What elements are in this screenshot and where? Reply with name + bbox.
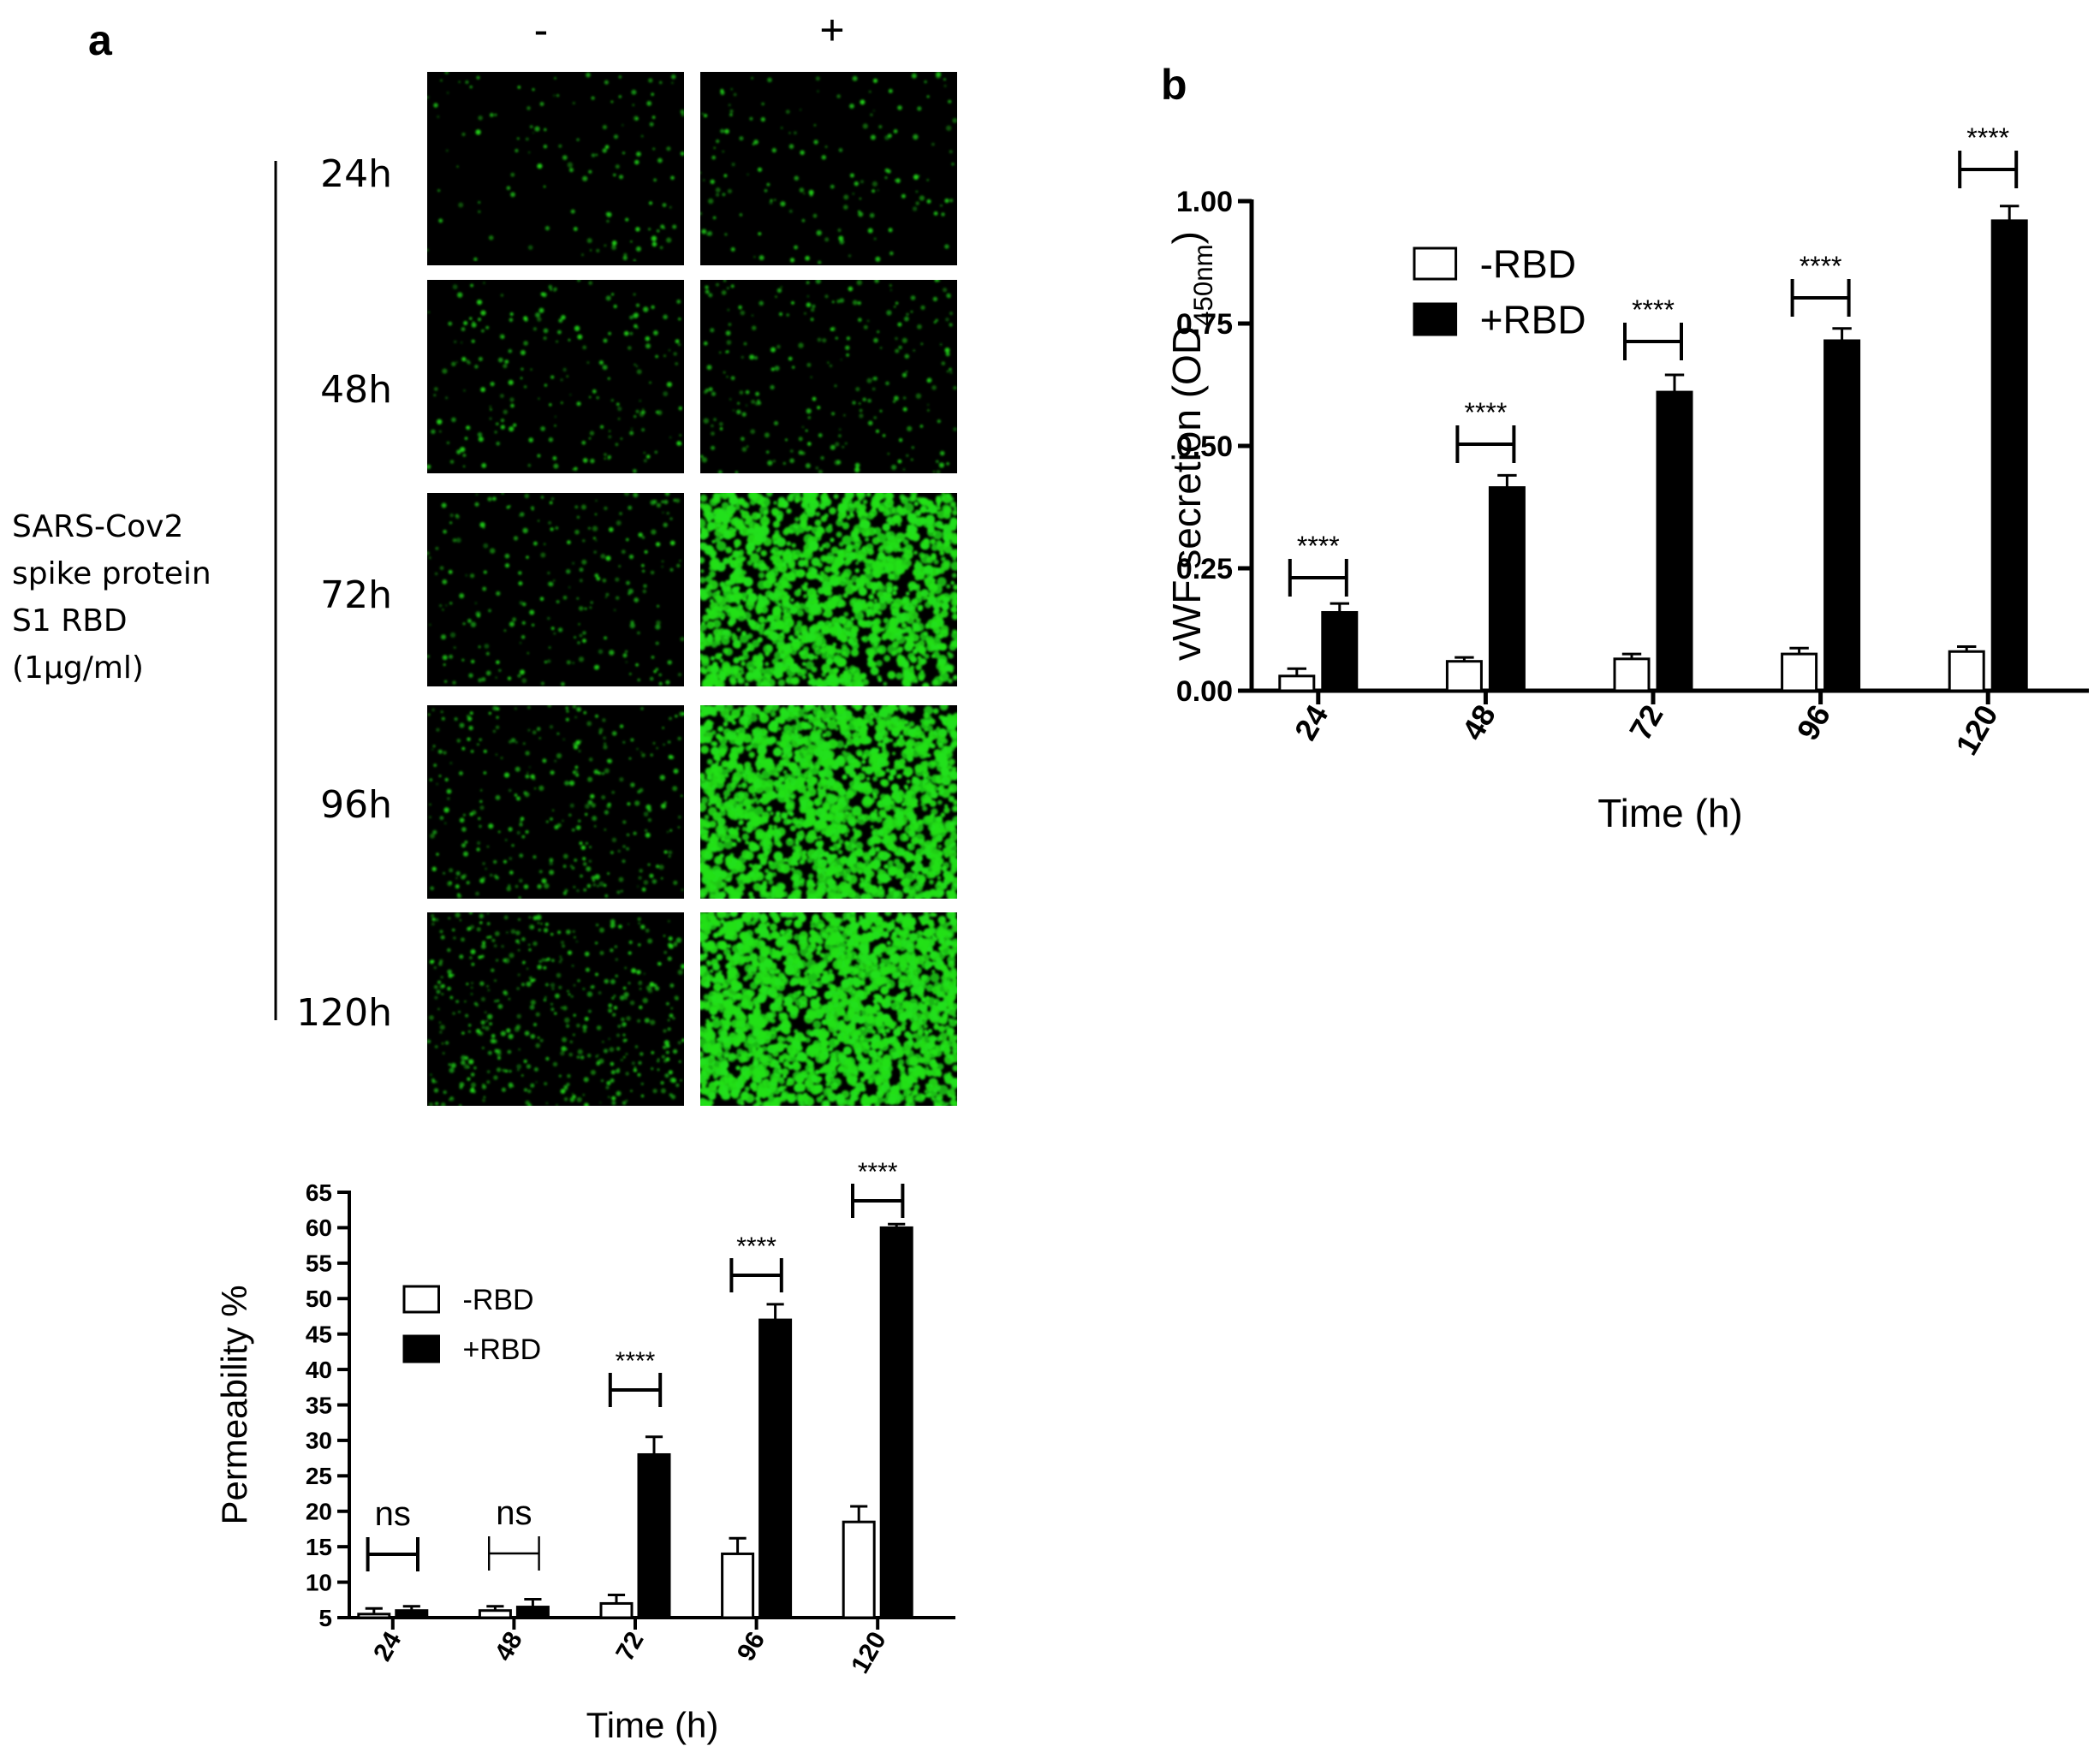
legend-label-minus-rbd: -RBD bbox=[1480, 242, 1576, 287]
y-tick-label: 55 bbox=[306, 1250, 332, 1277]
vwf-chart: 0.00 0.25 0.50 0.75 1.00 vWF secretion (OD450… bbox=[1164, 122, 2089, 835]
bar-plus-rbd bbox=[1321, 610, 1359, 692]
y-tick-label: 65 bbox=[306, 1179, 332, 1206]
image-tile-plus bbox=[700, 705, 957, 899]
significance-label: **** bbox=[736, 1232, 776, 1261]
x-tick-label: 96 bbox=[732, 1627, 770, 1666]
y-tick-label: 0.00 bbox=[1176, 675, 1233, 708]
y-tick-label: 10 bbox=[306, 1569, 332, 1595]
x-tick-label: 72 bbox=[610, 1627, 649, 1666]
image-tile-minus bbox=[427, 493, 684, 686]
y-tick-label: 50 bbox=[306, 1286, 332, 1312]
bar-plus-rbd bbox=[1823, 339, 1861, 692]
significance-label: ns bbox=[496, 1494, 532, 1532]
legend-label-minus-rbd: -RBD bbox=[463, 1284, 534, 1316]
y-tick-label: 1.00 bbox=[1176, 186, 1233, 218]
row-label: 120h bbox=[296, 991, 392, 1035]
bar-minus-rbd bbox=[1948, 650, 1985, 692]
bar-minus-rbd bbox=[478, 1609, 512, 1619]
image-tile-minus bbox=[427, 912, 684, 1106]
legend-swatch-minus-rbd bbox=[1413, 246, 1458, 281]
x-axis-label: Time (h) bbox=[1597, 791, 1743, 835]
legend-swatch-minus-rbd bbox=[402, 1285, 440, 1314]
legend-label-plus-rbd: +RBD bbox=[463, 1333, 542, 1366]
panel-a-letter: a bbox=[88, 16, 113, 64]
side-label-line-1: SARS-Cov2 bbox=[12, 509, 183, 544]
bar-minus-rbd bbox=[1445, 660, 1483, 692]
significance-label: **** bbox=[1966, 122, 2009, 153]
row-label: 72h bbox=[320, 573, 392, 617]
x-tick-label: 72 bbox=[1622, 699, 1670, 746]
bar-plus-rbd bbox=[1990, 219, 2028, 692]
significance-label: **** bbox=[1464, 397, 1507, 428]
y-tick-label: 30 bbox=[306, 1428, 332, 1454]
bar-minus-rbd bbox=[357, 1612, 391, 1619]
image-tile-plus bbox=[700, 280, 957, 473]
y-tick-label: 40 bbox=[306, 1357, 332, 1383]
y-tick-label: 5 bbox=[318, 1605, 332, 1631]
legend-swatch-plus-rbd bbox=[402, 1334, 440, 1363]
y-tick-label: 0.25 bbox=[1176, 553, 1233, 585]
y-tick-label: 35 bbox=[306, 1392, 332, 1418]
image-tile-minus bbox=[427, 72, 684, 265]
bar-minus-rbd bbox=[1278, 674, 1316, 692]
bar-plus-rbd bbox=[515, 1606, 550, 1619]
y-axis-label: vWF secretion (OD450nm) bbox=[1164, 231, 1218, 661]
side-label-line-3: S1 RBD bbox=[12, 603, 128, 638]
bar-plus-rbd bbox=[879, 1226, 913, 1619]
y-tick-label: 20 bbox=[306, 1499, 332, 1525]
significance-label: **** bbox=[1800, 251, 1842, 282]
panel-b-letter: b bbox=[1161, 61, 1187, 109]
x-axis-label: Time (h) bbox=[586, 1705, 719, 1745]
image-tile-minus bbox=[427, 280, 684, 473]
x-tick-label: 48 bbox=[1455, 699, 1502, 746]
significance-label: **** bbox=[616, 1347, 656, 1375]
image-tile-minus bbox=[427, 705, 684, 899]
column-header-minus: - bbox=[534, 6, 549, 54]
y-tick-label: 60 bbox=[306, 1215, 332, 1241]
bar-plus-rbd bbox=[1488, 486, 1526, 692]
row-label: 24h bbox=[320, 152, 392, 196]
y-tick-label: 0.50 bbox=[1176, 431, 1233, 463]
legend-label-plus-rbd: +RBD bbox=[1480, 298, 1586, 342]
y-tick-label: 0.75 bbox=[1176, 308, 1233, 341]
bar-plus-rbd bbox=[758, 1318, 793, 1619]
permeability-chart: 5 10 15 20 25 30 35 40 45 50 55 60 65 Permeability % T… bbox=[214, 1158, 955, 1745]
column-header-plus: + bbox=[819, 6, 844, 54]
side-label-line-4: (1µg/ml) bbox=[12, 650, 144, 686]
x-tick-label: 120 bbox=[1948, 699, 2005, 762]
side-label: SARS-Cov2 spike protein S1 RBD (1µg/ml) bbox=[12, 509, 211, 686]
x-tick-label: 96 bbox=[1790, 699, 1838, 746]
y-axis-label: Permeability % bbox=[214, 1285, 254, 1524]
y-tick-label: 15 bbox=[306, 1534, 332, 1560]
x-tick-label: 120 bbox=[846, 1627, 892, 1678]
bar-minus-rbd bbox=[1613, 657, 1651, 692]
microscopy-grid: 24h 48h 72h 96h 120h bbox=[296, 72, 957, 1106]
image-tile-plus bbox=[700, 72, 957, 265]
image-tile-plus bbox=[700, 493, 957, 686]
bar-minus-rbd bbox=[721, 1552, 755, 1619]
bar-plus-rbd bbox=[395, 1609, 429, 1619]
significance-label: **** bbox=[1632, 294, 1675, 325]
bar-plus-rbd bbox=[1656, 390, 1693, 692]
x-tick-label: 48 bbox=[490, 1627, 528, 1666]
x-tick-label: 24 bbox=[1288, 699, 1336, 746]
bar-plus-rbd bbox=[637, 1452, 671, 1619]
side-label-line-2: spike protein bbox=[12, 556, 211, 591]
row-label: 48h bbox=[320, 368, 392, 412]
row-label: 96h bbox=[320, 783, 392, 827]
legend-swatch-plus-rbd bbox=[1413, 302, 1458, 336]
y-tick-label: 25 bbox=[306, 1463, 332, 1489]
bar-minus-rbd bbox=[842, 1520, 876, 1619]
significance-label: ns bbox=[375, 1495, 411, 1533]
y-tick-label: 45 bbox=[306, 1321, 332, 1347]
image-tile-plus bbox=[700, 912, 957, 1106]
significance-label: **** bbox=[858, 1158, 898, 1186]
x-tick-label: 24 bbox=[368, 1627, 407, 1666]
bar-minus-rbd bbox=[1781, 652, 1818, 692]
bar-minus-rbd bbox=[599, 1601, 634, 1619]
significance-label: **** bbox=[1297, 531, 1340, 561]
